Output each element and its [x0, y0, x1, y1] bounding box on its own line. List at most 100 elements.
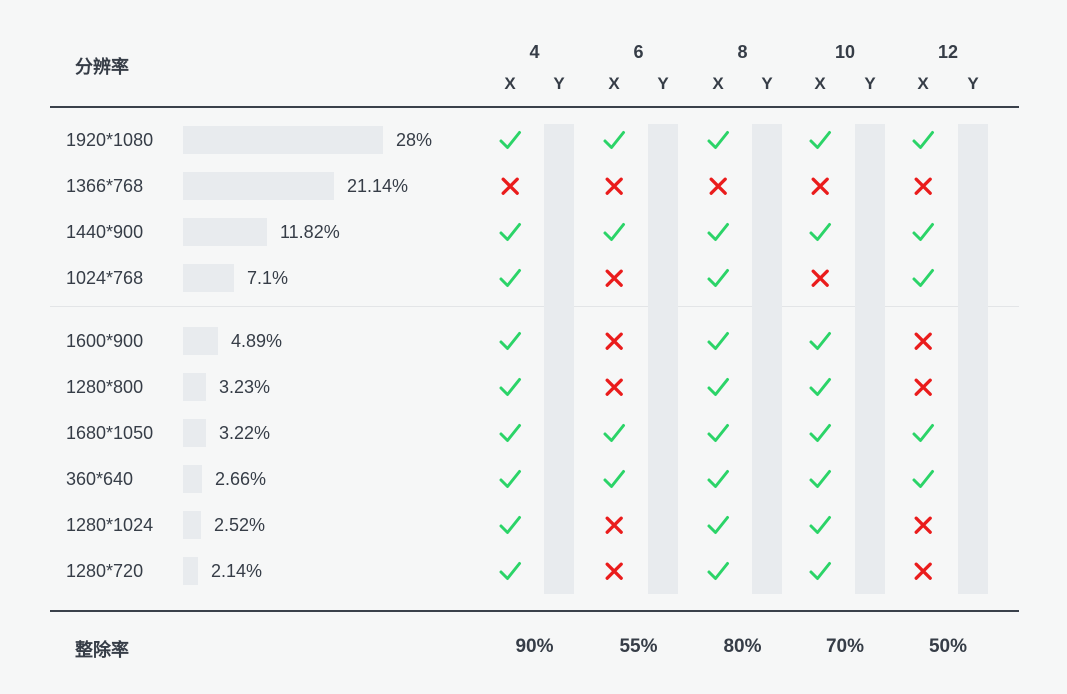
- divisor-header: 4: [529, 42, 540, 62]
- share-bar: [183, 373, 206, 401]
- check-icon: [603, 470, 625, 488]
- cross-icon: [709, 177, 727, 195]
- divisibility-rate-value: 80%: [723, 636, 762, 657]
- check-icon: [912, 223, 934, 241]
- axis-x-header: X: [504, 74, 516, 93]
- check-icon: [499, 223, 521, 241]
- check-icon: [809, 131, 831, 149]
- axis-y-header: Y: [864, 74, 876, 93]
- axis-y-header: Y: [657, 74, 669, 93]
- share-bar: [183, 465, 202, 493]
- cross-icon: [605, 378, 623, 396]
- divisibility-rate-value: 90%: [515, 636, 554, 657]
- share-value: 2.14%: [211, 561, 263, 581]
- y-column-mask-stripe: [648, 124, 678, 594]
- axis-x-header: X: [917, 74, 929, 93]
- share-bar: [183, 327, 218, 355]
- y-column-mask-stripe: [958, 124, 988, 594]
- check-icon: [809, 223, 831, 241]
- check-icon: [707, 378, 729, 396]
- share-bar: [183, 264, 234, 292]
- share-bar: [183, 172, 334, 200]
- resolution-label: 1680*1050: [66, 423, 154, 443]
- resolution-label: 1280*800: [66, 377, 144, 397]
- check-icon: [603, 424, 625, 442]
- resolution-label: 1600*900: [66, 331, 144, 351]
- cross-icon: [501, 177, 519, 195]
- cross-icon: [914, 378, 932, 396]
- resolution-label: 360*640: [66, 469, 134, 489]
- y-column-mask-stripe: [544, 124, 574, 594]
- check-icon: [499, 424, 521, 442]
- check-icon: [809, 378, 831, 396]
- header-rule: [50, 106, 1019, 108]
- divisibility-rate-value: 70%: [825, 636, 865, 657]
- share-bar: [183, 511, 201, 539]
- check-icon: [707, 516, 729, 534]
- cross-icon: [914, 562, 932, 580]
- cross-icon: [811, 177, 829, 195]
- share-value: 21.14%: [347, 176, 409, 196]
- share-bar: [183, 557, 198, 585]
- check-icon: [499, 332, 521, 350]
- cross-icon: [605, 269, 623, 287]
- share-bar: [183, 218, 267, 246]
- cross-icon: [605, 562, 623, 580]
- axis-y-header: Y: [553, 74, 565, 93]
- check-icon: [912, 424, 934, 442]
- check-icon: [912, 470, 934, 488]
- resolution-label: 1024*768: [66, 268, 144, 288]
- cross-icon: [605, 516, 623, 534]
- resolution-column-header: 分辨率: [75, 57, 129, 77]
- divisor-header: 10: [834, 42, 856, 62]
- axis-y-header: Y: [967, 74, 979, 93]
- check-icon: [603, 131, 625, 149]
- resolution-label: 1920*1080: [66, 130, 154, 150]
- check-icon: [707, 131, 729, 149]
- check-icon: [707, 332, 729, 350]
- check-icon: [707, 470, 729, 488]
- check-icon: [707, 424, 729, 442]
- axis-x-header: X: [814, 74, 826, 93]
- share-value: 2.66%: [215, 469, 267, 489]
- check-icon: [809, 470, 831, 488]
- divisibility-rate-label: 整除率: [75, 640, 129, 660]
- share-value: 4.89%: [231, 331, 283, 351]
- share-value: 2.52%: [214, 515, 266, 535]
- divisor-header: 6: [633, 42, 644, 62]
- share-bar: [183, 419, 206, 447]
- check-icon: [912, 269, 934, 287]
- resolution-label: 1280*1024: [66, 515, 154, 535]
- check-icon: [499, 378, 521, 396]
- divisibility-rate-value: 50%: [928, 636, 968, 657]
- check-icon: [707, 223, 729, 241]
- axis-x-header: X: [712, 74, 724, 93]
- check-icon: [809, 516, 831, 534]
- share-value: 3.23%: [219, 377, 271, 397]
- cross-icon: [914, 177, 932, 195]
- cross-icon: [605, 177, 623, 195]
- check-icon: [499, 516, 521, 534]
- cross-icon: [811, 269, 829, 287]
- share-value: 7.1%: [247, 268, 289, 288]
- check-icon: [499, 562, 521, 580]
- resolution-label: 1440*900: [66, 222, 144, 242]
- check-icon: [809, 424, 831, 442]
- share-bar: [183, 126, 383, 154]
- divisor-header: 12: [937, 42, 959, 62]
- check-icon: [912, 131, 934, 149]
- share-value: 28%: [396, 130, 433, 150]
- footer-rule: [50, 610, 1019, 612]
- cross-icon: [914, 332, 932, 350]
- check-icon: [809, 562, 831, 580]
- check-icon: [499, 131, 521, 149]
- resolution-label: 1280*720: [66, 561, 144, 581]
- resolution-label: 1366*768: [66, 176, 144, 196]
- divisor-header: 8: [737, 42, 748, 62]
- check-icon: [809, 332, 831, 350]
- check-icon: [707, 562, 729, 580]
- axis-x-header: X: [608, 74, 620, 93]
- y-column-mask-stripe: [752, 124, 782, 594]
- y-column-mask-stripe: [855, 124, 885, 594]
